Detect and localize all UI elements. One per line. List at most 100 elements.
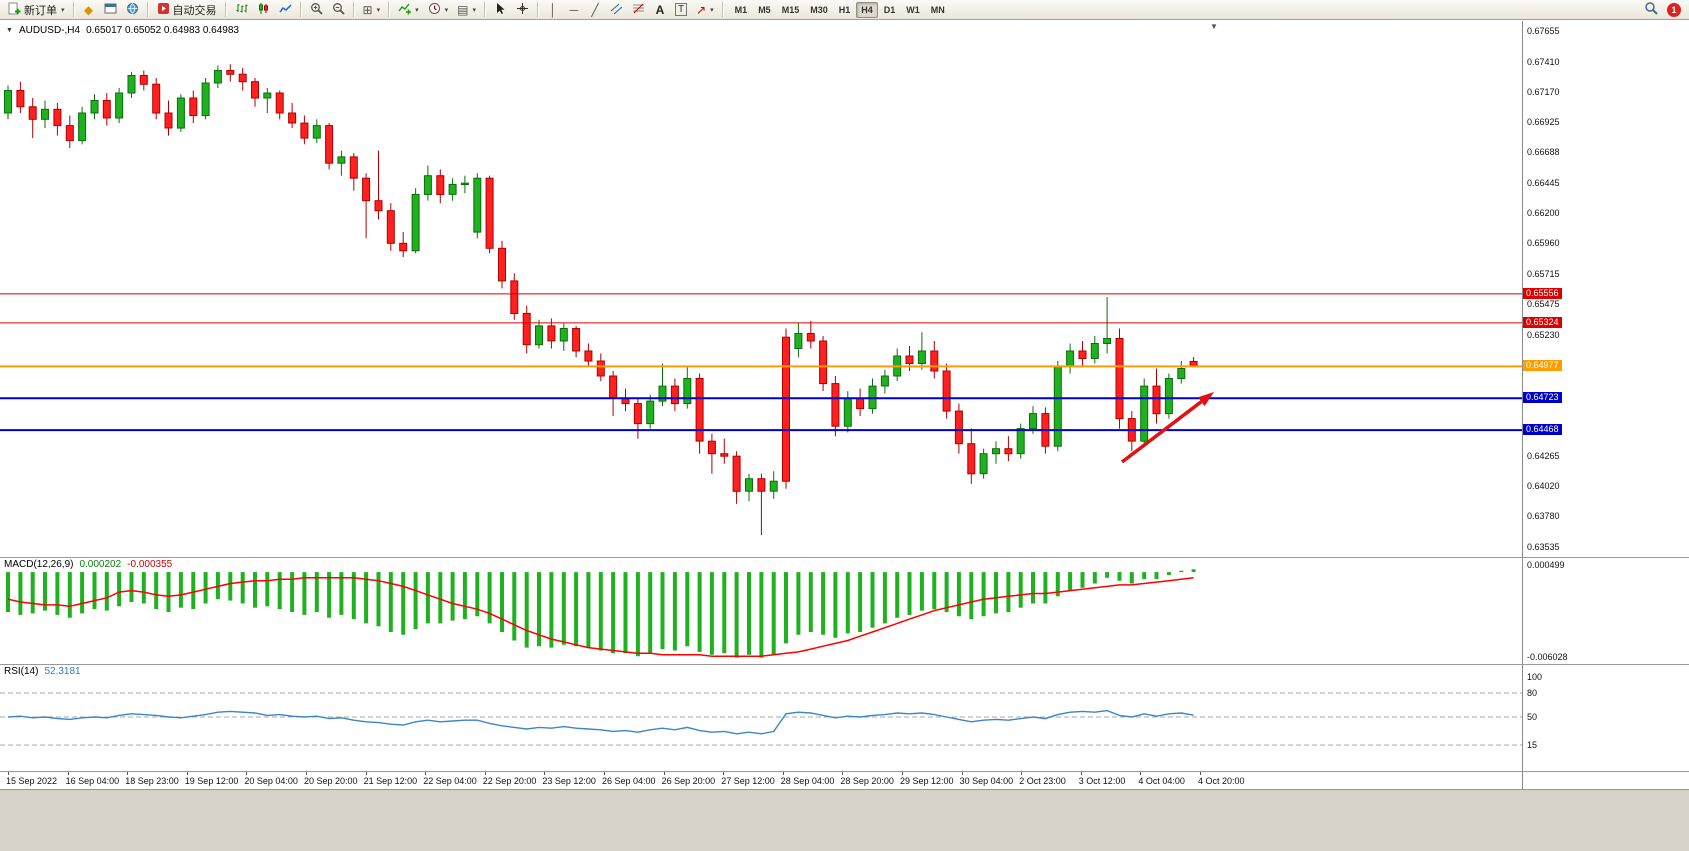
time-axis-label: 30 Sep 04:00 [959, 776, 1014, 786]
price-axis-label: 0.66200 [1527, 208, 1560, 218]
timeframe-button-mn[interactable]: MN [926, 2, 950, 18]
toolbar-separator [388, 2, 391, 17]
time-axis-label: 4 Oct 04:00 [1138, 776, 1185, 786]
time-axis-label: 19 Sep 12:00 [184, 776, 239, 786]
price-axis-label: 0.66925 [1527, 117, 1560, 127]
indicators-button[interactable]: ▾ [394, 1, 423, 19]
autotrading-button[interactable]: 自动交易 [153, 1, 221, 19]
globe-icon [126, 2, 139, 18]
fibonacci-icon [632, 2, 645, 18]
rsi-panel[interactable]: RSI(14) 52.3181 [0, 665, 1689, 771]
candlestick-button[interactable] [253, 1, 274, 19]
zoom-out-button[interactable] [328, 1, 349, 19]
indicators-icon [398, 2, 412, 18]
label-button[interactable]: T [671, 1, 691, 19]
market-watch-button[interactable] [100, 1, 121, 19]
time-axis-tick [544, 772, 546, 775]
macd-chart[interactable] [0, 558, 1522, 664]
autotrading-icon [157, 2, 170, 18]
zoom-out-icon [332, 2, 345, 18]
timeframe-button-m1[interactable]: M1 [730, 2, 753, 18]
horizontal-line-icon: ─ [569, 2, 579, 17]
time-axis-tick [723, 772, 725, 775]
chevron-down-icon: ▾ [444, 6, 449, 14]
time-axis-label: 16 Sep 04:00 [65, 776, 120, 786]
arrow-tool-icon: ↗ [696, 2, 707, 17]
fibonacci-button[interactable] [628, 1, 649, 19]
panel-divider[interactable] [0, 557, 1689, 558]
toolbar-separator [224, 2, 227, 17]
time-axis-label: 26 Sep 04:00 [602, 776, 656, 786]
templates-button[interactable]: ▤ ▾ [453, 1, 480, 19]
rsi-value: 52.3181 [44, 666, 81, 677]
main-chart-panel[interactable]: ▼ AUDUSD-,H4 0.65017 0.65052 0.64983 0.6… [0, 21, 1689, 557]
vertical-line-button[interactable]: │ [543, 1, 563, 19]
bar-chart-icon [235, 2, 248, 18]
trend-arrow[interactable] [1120, 392, 1214, 464]
templates-icon: ▤ [457, 2, 469, 17]
price-line-tag: 0.64468 [1523, 424, 1562, 435]
rsi-line [7, 709, 1194, 735]
vertical-line-icon: │ [549, 2, 557, 17]
trendline-button[interactable]: ╱ [585, 1, 605, 19]
macd-panel[interactable]: MACD(12,26,9) 0.000202 -0.000355 [0, 558, 1689, 664]
ohlc-values: 0.65017 0.65052 0.64983 0.64983 [86, 25, 239, 36]
rsi-axis-label: 15 [1527, 740, 1538, 750]
time-axis-tick [663, 772, 665, 775]
notification-badge[interactable]: 1 [1667, 2, 1681, 17]
data-window-button[interactable] [122, 1, 143, 19]
time-axis-label: 20 Sep 04:00 [244, 776, 298, 786]
price-axis-label: 0.66688 [1527, 147, 1560, 157]
price-axis-label: 0.64020 [1527, 481, 1560, 491]
rsi-chart[interactable] [0, 665, 1522, 771]
price-line-tag: 0.65324 [1523, 317, 1562, 328]
crosshair-button[interactable] [512, 1, 533, 19]
zoom-in-button[interactable] [306, 1, 327, 19]
time-axis-tick [1021, 772, 1023, 775]
chevron-down-icon: ▾ [415, 6, 419, 14]
channel-button[interactable] [606, 1, 627, 19]
tile-windows-button[interactable]: ⊞ ▾ [359, 1, 385, 19]
cursor-icon [494, 2, 507, 18]
arrows-button[interactable]: ↗ ▾ [692, 1, 718, 19]
line-chart-button[interactable] [275, 1, 296, 19]
profile-icon: ◆ [83, 2, 94, 17]
new-order-button[interactable]: 新订单 ▾ [4, 1, 69, 19]
profile-button[interactable]: ◆ [79, 1, 99, 19]
cursor-button[interactable] [490, 1, 511, 19]
toolbar: 新订单 ▾ ◆ 自动交易 ⊞ ▾ ▾ ▾ ▤ ▾ │ ─ ╱ A [0, 0, 1689, 20]
price-axis-label: 0.63780 [1527, 511, 1560, 521]
timeframe-button-h4[interactable]: H4 [856, 1, 878, 18]
chart-shift-marker-icon[interactable]: ▼ [1210, 22, 1218, 31]
timeframe-button-h1[interactable]: H1 [834, 2, 856, 18]
toolbar-separator [72, 2, 75, 17]
text-button[interactable]: A [650, 1, 670, 19]
timeframe-button-d1[interactable]: D1 [879, 2, 901, 18]
time-axis-tick [246, 772, 248, 775]
panel-divider[interactable] [0, 664, 1689, 665]
time-axis[interactable]: 15 Sep 2022 16 Sep 04:00 18 Sep 23:00 19 Se… [0, 772, 1689, 789]
new-order-label: 新订单 [24, 4, 57, 17]
panel-divider[interactable] [0, 771, 1689, 772]
chevron-down-icon: ▾ [472, 6, 476, 14]
horizontal-line-button[interactable]: ─ [564, 1, 584, 19]
bar-chart-button[interactable] [231, 1, 252, 19]
timeframe-button-m15[interactable]: M15 [777, 2, 805, 18]
timeframe-button-w1[interactable]: W1 [901, 2, 925, 18]
price-axis-label: 0.65960 [1527, 238, 1560, 248]
timeframe-group: M1 M5 M15 M30 H1 H4 D1 W1 MN [730, 1, 950, 18]
timeframe-button-m5[interactable]: M5 [753, 2, 776, 18]
price-axis-label: 0.63535 [1527, 542, 1560, 552]
time-axis-label: 3 Oct 12:00 [1078, 776, 1126, 786]
periods-button[interactable]: ▾ [424, 1, 453, 19]
price-axis-label: 0.67410 [1527, 57, 1560, 67]
line-chart-icon [278, 2, 292, 18]
price-axis-label: 0.67170 [1527, 87, 1560, 97]
search-button[interactable] [1640, 1, 1662, 19]
symbol-dropdown-icon[interactable]: ▼ [6, 27, 13, 34]
channel-icon [610, 2, 623, 18]
price-chart[interactable] [0, 21, 1522, 557]
macd-histogram [6, 569, 1196, 658]
time-axis-tick [842, 772, 844, 775]
timeframe-button-m30[interactable]: M30 [805, 2, 833, 18]
